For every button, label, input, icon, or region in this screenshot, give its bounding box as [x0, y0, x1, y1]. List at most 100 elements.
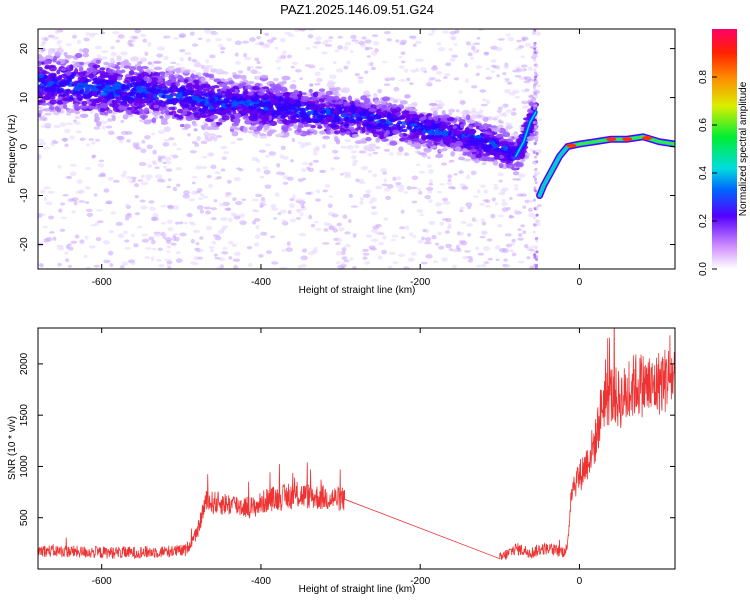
heatmap-cell — [501, 199, 506, 202]
heatmap-cell — [535, 237, 539, 241]
heatmap-cell — [368, 143, 377, 147]
heatmap-cell — [454, 29, 460, 34]
heatmap-cell — [43, 146, 51, 150]
heatmap-cell — [77, 75, 85, 82]
heatmap-cell — [85, 143, 91, 147]
heatmap-cell — [513, 184, 519, 187]
heatmap-cell — [534, 177, 538, 181]
heatmap-cell — [84, 32, 91, 36]
heatmap-cell — [207, 73, 215, 79]
heatmap-cell — [156, 53, 164, 58]
heatmap-cell — [163, 258, 172, 262]
heatmap-cell — [164, 160, 172, 165]
heatmap-cell — [459, 206, 465, 210]
heatmap-cell — [533, 125, 537, 129]
heatmap-cell — [38, 106, 44, 109]
heatmap-cell — [190, 261, 195, 265]
heatmap-cell — [138, 73, 144, 79]
heatmap-cell — [140, 65, 149, 70]
heatmap-cell — [167, 178, 172, 182]
heatmap-cell — [320, 109, 327, 114]
spectrogram-y-axis-label: Frequency (Hz) — [7, 115, 18, 184]
heatmap-cell — [128, 70, 135, 76]
heatmap-cell — [473, 42, 481, 46]
heatmap-cell — [74, 52, 83, 59]
heatmap-cell — [157, 178, 165, 183]
heatmap-cell — [517, 228, 522, 232]
heatmap-cell — [64, 128, 71, 134]
heatmap-cell — [62, 103, 68, 110]
heatmap-cell — [498, 162, 504, 169]
heatmap-cell — [435, 202, 443, 207]
heatmap-cell — [127, 114, 134, 118]
heatmap-cell — [307, 251, 316, 256]
heatmap-cell — [400, 209, 405, 214]
heatmap-cell — [419, 66, 427, 72]
heatmap-cell — [254, 133, 259, 138]
heatmap-cell — [470, 43, 476, 47]
heatmap-cell — [534, 80, 538, 84]
heatmap-cell — [499, 120, 505, 124]
heatmap-cell — [411, 235, 417, 238]
heatmap-cell — [532, 223, 536, 227]
heatmap-cell — [334, 242, 341, 246]
heatmap-cell — [526, 136, 536, 141]
heatmap-cell — [120, 51, 128, 56]
heatmap-cell — [120, 130, 129, 135]
heatmap-cell — [396, 151, 403, 156]
heatmap-cell — [506, 142, 515, 146]
heatmap-cell — [315, 189, 321, 194]
heatmap-cell — [65, 43, 73, 46]
heatmap-cell — [106, 68, 116, 74]
heatmap-cell — [382, 123, 389, 128]
heatmap-cell — [140, 181, 149, 186]
heatmap-cell — [296, 216, 301, 220]
heatmap-cell — [302, 92, 307, 96]
heatmap-cell — [277, 97, 283, 103]
spectrogram-x-ticks: -600 -400 -200 0 — [92, 29, 583, 288]
heatmap-cell — [71, 210, 76, 214]
heatmap-cell — [130, 77, 136, 84]
heatmap-cell — [234, 52, 239, 57]
heatmap-cell — [389, 141, 398, 146]
heatmap-cell — [96, 54, 102, 59]
heatmap-cell — [161, 118, 168, 122]
heatmap-cell — [359, 200, 364, 205]
heatmap-cell — [112, 179, 120, 183]
heatmap-cell — [351, 150, 358, 154]
heatmap-cell — [458, 170, 464, 174]
heatmap-cell — [182, 193, 190, 199]
heatmap-cell — [140, 86, 146, 90]
heatmap-cell — [279, 266, 288, 269]
heatmap-cell — [479, 202, 485, 206]
heatmap-cell — [210, 207, 217, 211]
heatmap-cell — [529, 265, 535, 269]
heatmap-cell — [533, 162, 537, 166]
heatmap-cell — [475, 65, 483, 69]
heatmap-cell — [297, 141, 303, 145]
heatmap-cell — [314, 228, 322, 231]
heatmap-cell — [437, 231, 442, 236]
heatmap-cell — [455, 109, 460, 113]
heatmap-cell — [242, 40, 249, 44]
heatmap-cell — [261, 197, 266, 202]
heatmap-cell — [357, 76, 364, 80]
heatmap-cell — [281, 219, 287, 224]
heatmap-cell — [533, 255, 537, 259]
heatmap-cell — [475, 246, 480, 251]
heatmap-cell — [144, 255, 150, 260]
heatmap-cell — [122, 95, 131, 100]
x-tick-label: -400 — [251, 277, 271, 288]
heatmap-cell — [319, 67, 325, 71]
heatmap-cell — [377, 88, 383, 94]
heatmap-cell — [368, 108, 377, 112]
heatmap-cell — [63, 76, 72, 83]
heatmap-cell — [175, 251, 181, 255]
heatmap-cell — [118, 140, 123, 144]
heatmap-cell — [533, 253, 537, 257]
heatmap-cell — [281, 118, 288, 125]
heatmap-cell — [533, 92, 537, 96]
heatmap-cell — [522, 205, 527, 209]
heatmap-cell — [322, 242, 330, 245]
heatmap-cell — [326, 223, 333, 227]
